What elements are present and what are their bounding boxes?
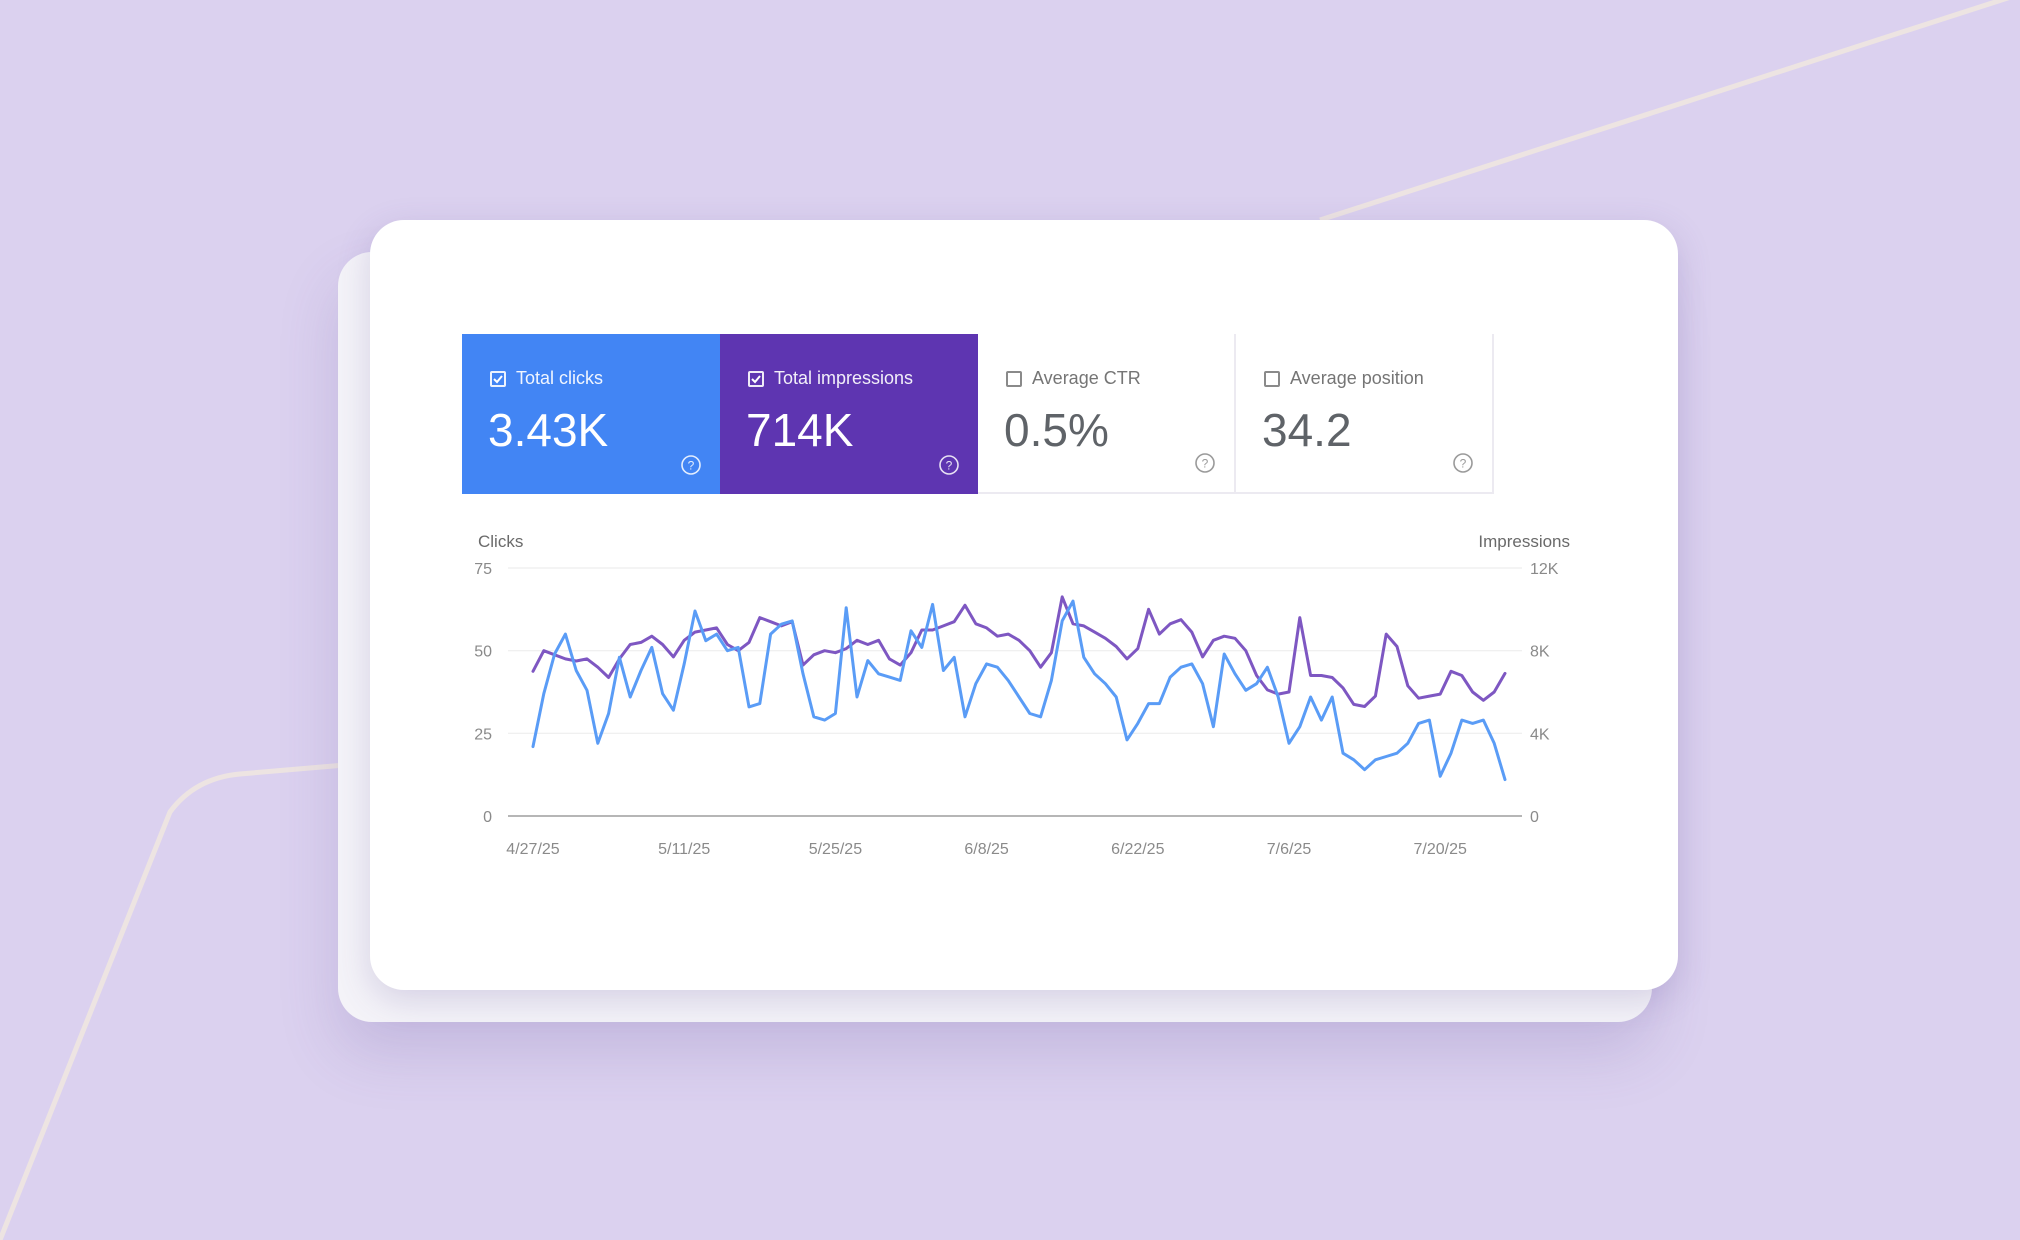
x-tick-label: 6/8/25 <box>964 841 1009 858</box>
metric-value: 0.5% <box>1004 404 1109 456</box>
metric-tile-average-ctr[interactable]: Average CTR 0.5% ? <box>978 334 1236 494</box>
metric-header: Average CTR <box>1006 368 1141 389</box>
metric-label: Average position <box>1290 368 1424 388</box>
checkbox-unchecked-icon[interactable] <box>1006 370 1022 387</box>
chart-gridlines <box>508 567 1522 817</box>
metric-tile-total-impressions[interactable]: Total impressions 714K ? <box>720 334 978 494</box>
chart-series <box>531 595 1507 782</box>
metric-value: 3.43K <box>488 404 609 456</box>
metric-header: Total impressions <box>748 368 913 389</box>
metric-label: Total clicks <box>516 368 604 388</box>
performance-chart: Clicks Impressions 0 0 25 4K 50 8K 75 12K 4/27/2… <box>474 532 1570 858</box>
metric-tile-total-clicks[interactable]: Total clicks 3.43K ? <box>462 334 720 494</box>
help-circle-icon[interactable]: ? <box>1194 452 1216 474</box>
x-tick-label: 7/6/25 <box>1267 841 1312 858</box>
checkbox-checked-icon[interactable] <box>490 370 506 387</box>
svg-text:?: ? <box>1202 457 1209 471</box>
metric-tiles: Total clicks 3.43K ? Total impressions 7… <box>462 334 1494 494</box>
left-tick-label: 25 <box>474 726 492 743</box>
performance-card: Total clicks 3.43K ? Total impressions 7… <box>370 220 1678 990</box>
x-tick-label: 6/22/25 <box>1111 841 1164 858</box>
x-tick-label: 7/20/25 <box>1414 841 1467 858</box>
checkbox-unchecked-icon[interactable] <box>1264 370 1280 387</box>
metric-label: Average CTR <box>1032 368 1141 388</box>
x-tick-label: 4/27/25 <box>506 841 559 858</box>
right-axis-title: Impressions <box>1478 532 1570 551</box>
right-tick-label: 12K <box>1530 561 1559 578</box>
left-axis-title: Clicks <box>478 532 523 551</box>
metric-label: Total impressions <box>774 368 914 388</box>
x-tick-label: 5/25/25 <box>809 841 862 858</box>
metric-value: 34.2 <box>1262 404 1352 456</box>
right-tick-label: 8K <box>1530 644 1550 661</box>
svg-text:?: ? <box>1460 457 1467 471</box>
metric-value: 714K <box>746 404 854 456</box>
chart-axis-ticks: 0 0 25 4K 50 8K 75 12K 4/27/25 5/11/25 5/25/25 6/8/… <box>474 561 1559 858</box>
help-circle-icon[interactable]: ? <box>1452 452 1474 474</box>
series-line-impressions <box>531 595 1507 708</box>
svg-text:?: ? <box>688 459 695 473</box>
help-circle-icon[interactable]: ? <box>680 454 702 476</box>
metric-header: Average position <box>1264 368 1424 389</box>
metric-header: Total clicks <box>490 368 603 389</box>
help-circle-icon[interactable]: ? <box>938 454 960 476</box>
right-tick-label: 0 <box>1530 809 1539 826</box>
svg-text:?: ? <box>946 459 953 473</box>
left-tick-label: 0 <box>483 809 492 826</box>
checkbox-checked-icon[interactable] <box>748 370 764 387</box>
series-line-clicks <box>531 599 1507 782</box>
left-tick-label: 75 <box>474 561 492 578</box>
left-tick-label: 50 <box>474 644 492 661</box>
x-tick-label: 5/11/25 <box>658 841 710 858</box>
right-tick-label: 4K <box>1530 726 1550 743</box>
metric-tile-average-position[interactable]: Average position 34.2 ? <box>1236 334 1494 494</box>
